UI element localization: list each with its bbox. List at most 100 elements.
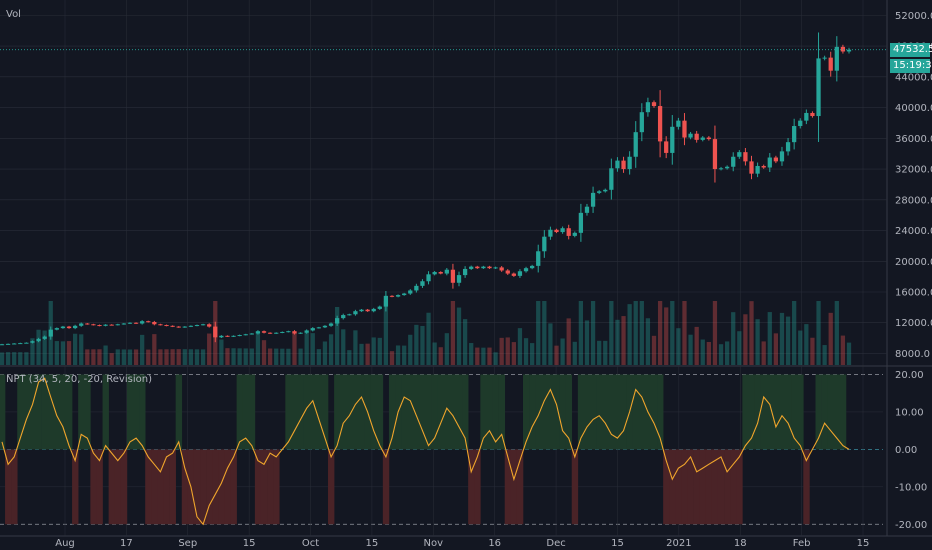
volume-bar xyxy=(170,349,175,365)
candle-body xyxy=(511,273,516,276)
candle-body xyxy=(627,156,632,170)
candle-body xyxy=(24,342,29,344)
negative-zone-bar xyxy=(510,449,518,525)
volume-bar xyxy=(688,334,693,365)
positive-zone-bar xyxy=(748,374,755,450)
candle-body xyxy=(548,229,553,237)
volume-bar xyxy=(621,316,626,365)
volume-bar xyxy=(316,349,321,365)
candle-body xyxy=(651,102,657,107)
indicator-fill-layer xyxy=(0,374,847,525)
positive-zone-bar xyxy=(577,374,585,450)
volume-bar xyxy=(12,352,17,365)
candle-body xyxy=(761,165,766,168)
countdown-tag: 15:19:39 xyxy=(890,58,932,73)
candle-body xyxy=(792,126,797,143)
positive-zone-bar xyxy=(620,374,627,450)
volume-bar xyxy=(200,349,206,365)
negative-zone-bar xyxy=(72,449,79,525)
indicator-tick-label: 10.00 xyxy=(895,407,924,418)
candle-body xyxy=(682,120,687,138)
candle-body xyxy=(584,206,590,213)
candle-body xyxy=(243,334,248,336)
volume-bar xyxy=(475,347,480,365)
price-tick-label: 8000.0 xyxy=(895,349,930,360)
candle-body xyxy=(737,152,742,157)
candle-body xyxy=(621,160,626,170)
positive-zone-bar xyxy=(443,374,451,450)
volume-bar xyxy=(578,301,584,365)
volume-bar xyxy=(828,312,833,365)
candle-body xyxy=(91,324,96,326)
candle-body xyxy=(79,323,84,326)
volume-bar xyxy=(335,307,340,365)
candle-body xyxy=(188,325,194,327)
candle-body xyxy=(810,112,815,117)
volume-bar xyxy=(694,326,699,365)
candle-body xyxy=(121,323,127,325)
candle-body xyxy=(255,331,261,334)
volume-bar xyxy=(237,348,242,365)
candle-body xyxy=(164,325,169,327)
positive-zone-bar xyxy=(291,374,298,450)
volume-bar xyxy=(511,342,516,365)
positive-zone-bar xyxy=(401,374,408,450)
negative-zone-bar xyxy=(96,449,103,525)
positive-zone-bar xyxy=(498,374,506,450)
price-tick-label: 12000.0 xyxy=(895,318,932,329)
candle-body xyxy=(371,308,376,312)
volume-bar xyxy=(639,301,644,365)
volume-bar xyxy=(603,340,608,365)
positive-zone-bar xyxy=(760,374,768,450)
candle-body xyxy=(377,306,382,309)
candle-body xyxy=(182,326,187,328)
positive-zone-bar xyxy=(638,374,646,450)
positive-zone-bar xyxy=(425,374,432,450)
volume-bar xyxy=(712,301,718,365)
volume-bar xyxy=(328,334,334,365)
negative-zone-bar xyxy=(5,449,12,525)
volume-bar xyxy=(456,307,462,365)
positive-zone-bar xyxy=(35,374,42,450)
positive-zone-bar xyxy=(827,374,835,450)
volume-bar xyxy=(0,352,5,365)
candle-body xyxy=(743,152,748,162)
candle-body xyxy=(414,285,419,291)
candle-body xyxy=(846,49,852,52)
positive-zone-bar xyxy=(23,374,30,450)
positive-zone-bar xyxy=(486,374,493,450)
candle-body xyxy=(779,151,785,162)
negative-zone-bar xyxy=(675,449,682,525)
indicator-tick-label: 0.00 xyxy=(895,445,917,456)
candle-body xyxy=(48,329,53,337)
negative-zone-bar xyxy=(11,449,18,525)
candle-body xyxy=(365,309,370,312)
volume-bar xyxy=(536,301,541,365)
volume-bar xyxy=(127,349,133,365)
volume-bar xyxy=(219,339,224,365)
candle-body xyxy=(97,325,102,327)
negative-zone-bar xyxy=(730,449,737,525)
candle-body xyxy=(462,268,468,276)
time-tick-label: Dec xyxy=(546,538,565,549)
negative-zone-bar xyxy=(90,449,97,525)
positive-zone-bar xyxy=(431,374,438,450)
volume-bar xyxy=(286,348,291,365)
negative-zone-bar xyxy=(230,449,237,525)
volume-bar xyxy=(310,333,315,365)
price-tick-label: 32000.0 xyxy=(895,165,932,176)
candle-body xyxy=(341,315,346,319)
candle-body xyxy=(432,272,437,275)
candle-body xyxy=(560,228,565,233)
candle-body xyxy=(194,325,200,327)
volume-bar xyxy=(267,348,273,365)
volume-bar xyxy=(24,352,29,365)
volume-bar xyxy=(146,349,151,365)
candle-body xyxy=(645,102,651,113)
positive-zone-bar xyxy=(102,374,109,450)
volume-bar xyxy=(700,339,705,365)
candle-body xyxy=(517,271,523,276)
negative-zone-bar xyxy=(663,449,670,525)
candle-body xyxy=(822,57,827,59)
negative-zone-bar xyxy=(693,449,701,525)
